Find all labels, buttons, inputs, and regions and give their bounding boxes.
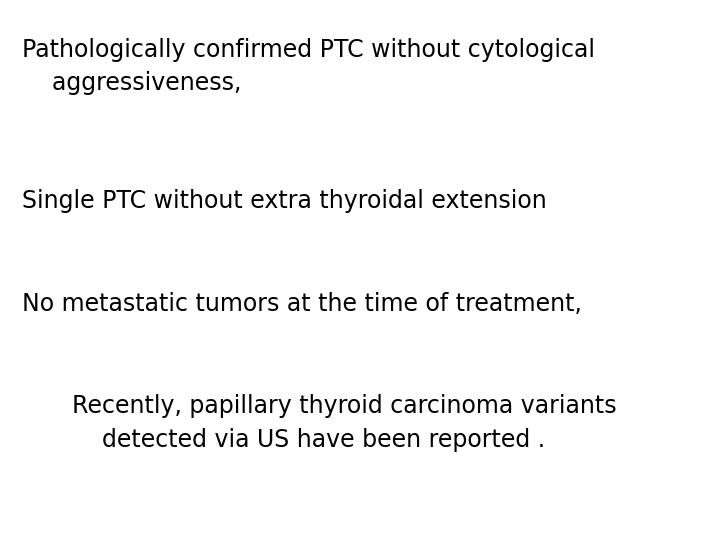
Text: Pathologically confirmed PTC without cytological
    aggressiveness,: Pathologically confirmed PTC without cyt…	[22, 38, 595, 95]
Text: No metastatic tumors at the time of treatment,: No metastatic tumors at the time of trea…	[22, 292, 582, 315]
Text: Recently, papillary thyroid carcinoma variants
    detected via US have been rep: Recently, papillary thyroid carcinoma va…	[72, 394, 616, 451]
Text: Single PTC without extra thyroidal extension: Single PTC without extra thyroidal exten…	[22, 189, 546, 213]
